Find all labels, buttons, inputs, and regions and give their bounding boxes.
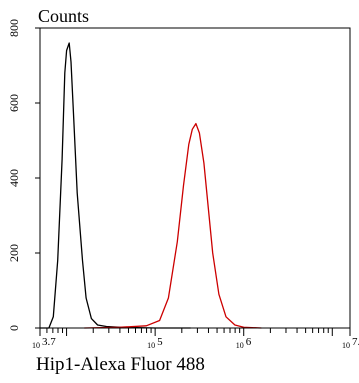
histogram-series-2 bbox=[84, 122, 262, 329]
x-tick-label-base: 10 bbox=[147, 341, 155, 350]
x-tick-label-exponent: 6 bbox=[246, 336, 252, 348]
y-tick-label: 0 bbox=[7, 325, 21, 331]
y-axis-ticks: 0 200 400 600 800 bbox=[7, 19, 40, 331]
y-tick-label: 600 bbox=[7, 94, 21, 112]
y-tick-label: 400 bbox=[7, 169, 21, 187]
x-axis-label: Hip1-Alexa Fluor 488 bbox=[36, 354, 205, 375]
x-tick-label-exponent: 7.2 bbox=[352, 336, 359, 348]
histogram-series-1 bbox=[40, 42, 191, 329]
series-layer bbox=[40, 42, 262, 329]
y-tick-label: 800 bbox=[7, 19, 21, 37]
y-tick-label: 200 bbox=[7, 244, 21, 262]
x-tick-label-exponent: 5 bbox=[157, 336, 163, 348]
chart-title: Counts bbox=[38, 6, 89, 26]
x-tick-label-base: 10 bbox=[236, 341, 244, 350]
x-tick-label-exponent: 3.7 bbox=[42, 336, 56, 348]
plot-frame bbox=[39, 27, 351, 329]
x-tick-label-base: 10 bbox=[32, 341, 40, 350]
x-tick-label-base: 10 bbox=[342, 341, 350, 350]
